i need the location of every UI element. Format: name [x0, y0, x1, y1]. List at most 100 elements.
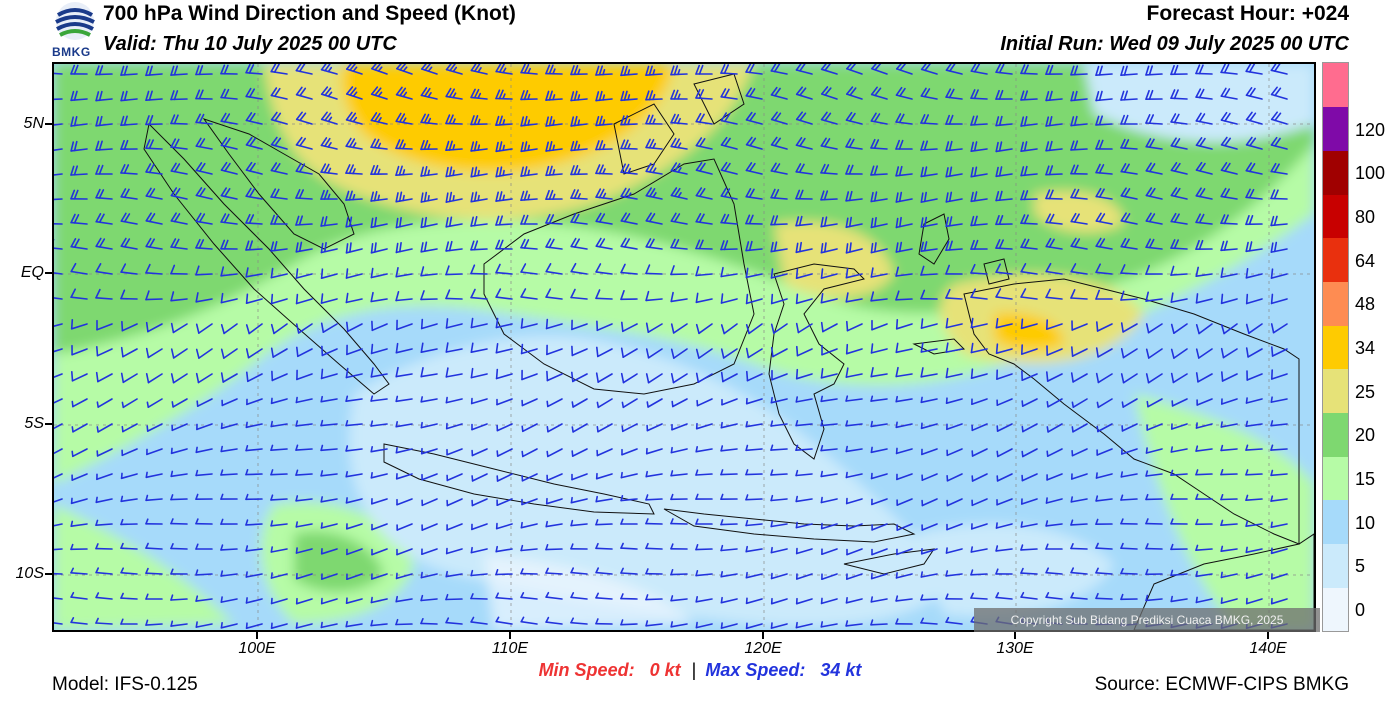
wind-barb	[1195, 469, 1213, 476]
wind-barb	[171, 398, 188, 408]
colorbar-label: 120	[1355, 119, 1386, 140]
wind-barb	[920, 140, 938, 151]
wind-barb	[220, 570, 238, 577]
wind-barb	[270, 111, 288, 125]
wind-barb	[295, 268, 313, 279]
wind-barb	[471, 448, 488, 457]
wind-barb	[1170, 372, 1188, 384]
wind-barb	[545, 141, 563, 152]
wind-barb	[970, 263, 988, 275]
wind-barb	[1195, 187, 1213, 200]
wind-barb	[1070, 592, 1088, 600]
wind-barb	[845, 164, 863, 175]
wind-barb	[1070, 567, 1088, 575]
wind-barb	[445, 617, 463, 625]
wind-barb	[1170, 543, 1188, 551]
wind-barb	[720, 570, 738, 578]
wind-barb	[420, 191, 438, 203]
wind-barb	[670, 518, 688, 525]
wind-barb	[71, 448, 88, 458]
wind-barb	[1045, 288, 1063, 300]
wind-barb	[420, 266, 438, 277]
wind-barb	[370, 164, 388, 175]
colorbar-segment	[1323, 543, 1348, 588]
wind-barb	[945, 191, 963, 203]
wind-barb	[1271, 369, 1288, 380]
wind-barb	[795, 444, 813, 452]
wind-barb	[1045, 567, 1063, 575]
wind-barb	[1245, 469, 1263, 476]
wind-barb	[1195, 518, 1213, 526]
wind-barb	[1245, 323, 1263, 335]
wind-barb	[496, 423, 513, 432]
wind-barb	[820, 163, 838, 175]
wind-barb	[596, 320, 613, 332]
wind-barb	[295, 64, 313, 75]
wind-barb	[720, 187, 738, 200]
wind-barb	[1095, 263, 1113, 275]
wind-barb	[70, 90, 88, 102]
wind-barb	[695, 493, 713, 500]
wind-barb	[170, 373, 188, 384]
wind-barb	[596, 398, 613, 409]
wind-barb	[396, 319, 413, 331]
wind-barb	[245, 468, 263, 476]
wind-barb	[870, 242, 888, 254]
wind-barb	[1245, 162, 1263, 175]
wind-barb	[870, 86, 888, 100]
wind-barb	[1071, 398, 1088, 409]
wind-barb	[671, 423, 688, 431]
wind-barb	[370, 343, 388, 355]
wind-barb	[245, 519, 263, 526]
wind-barb	[270, 64, 288, 75]
wind-barb	[821, 573, 838, 581]
colorbar-segment	[1323, 63, 1348, 108]
wind-barb	[246, 398, 263, 406]
wind-barb	[820, 621, 838, 628]
wind-barb	[520, 190, 538, 201]
wind-barb	[545, 90, 563, 101]
lat-tick	[45, 272, 52, 274]
wind-barb	[495, 191, 513, 202]
wind-barb	[745, 293, 763, 305]
logo-text: BMKG	[52, 45, 91, 59]
colorbar-label: 64	[1355, 250, 1376, 271]
wind-barb	[1021, 423, 1038, 433]
wind-barb	[695, 595, 713, 603]
wind-barb	[1021, 370, 1038, 382]
wind-barb	[1270, 323, 1288, 334]
lat-label-5n: 5N	[23, 115, 44, 132]
wind-barb	[820, 216, 838, 228]
wind-barb	[120, 567, 138, 575]
forecast-hour: Forecast Hour: +024	[1146, 2, 1350, 25]
wind-barb	[1095, 592, 1113, 600]
wind-barb	[121, 423, 138, 433]
wind-barb	[295, 111, 313, 125]
wind-barb	[120, 237, 138, 250]
wind-barb	[895, 395, 913, 403]
wind-barb	[445, 396, 463, 404]
wind-barb	[1120, 373, 1138, 384]
wind-barb	[220, 112, 238, 125]
wind-barb	[96, 398, 113, 408]
lon-label-100e: 100E	[238, 640, 276, 657]
colorbar-segment	[1323, 499, 1348, 545]
wind-barb	[470, 64, 488, 75]
wind-barb	[170, 518, 188, 525]
wind-barb	[695, 292, 713, 304]
wind-barb	[820, 395, 838, 403]
wind-barb	[1195, 239, 1213, 250]
wind-barb	[445, 166, 463, 178]
wind-barb	[920, 64, 938, 75]
wind-barb	[70, 64, 88, 75]
wind-barb	[370, 395, 388, 402]
wind-barb	[595, 346, 613, 358]
wind-barb	[945, 166, 963, 178]
wind-barb	[1045, 64, 1063, 75]
wind-barb	[95, 164, 113, 175]
wind-barb	[695, 422, 713, 430]
wind-barb	[445, 87, 463, 100]
wind-barb	[1220, 444, 1238, 452]
wind-barb	[695, 187, 713, 200]
colorbar-segment	[1323, 412, 1348, 457]
